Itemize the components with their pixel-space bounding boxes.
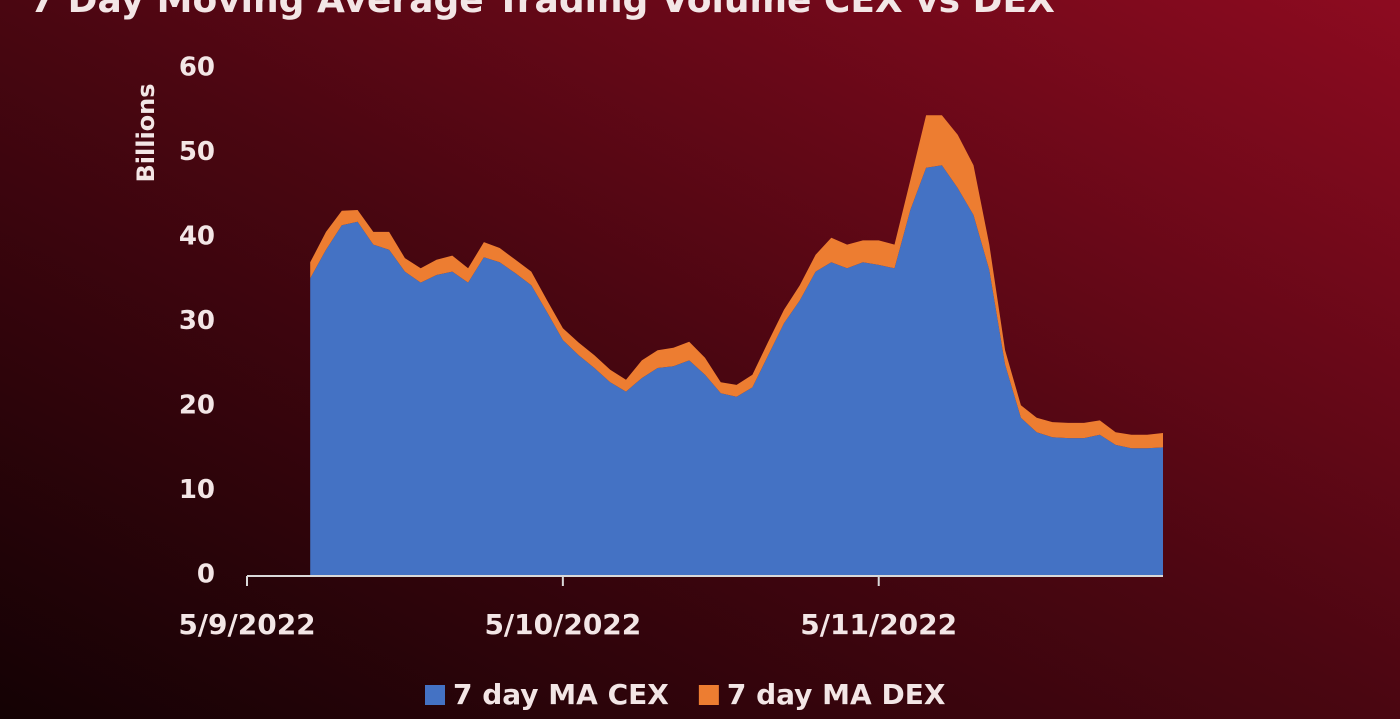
area bbox=[310, 165, 1163, 575]
legend-swatch bbox=[425, 685, 445, 705]
y-tick-label: 0 bbox=[197, 560, 215, 590]
x-tick-label: 5/11/2022 bbox=[800, 608, 957, 641]
x-tick-label: 5/9/2022 bbox=[178, 608, 315, 641]
y-axis-label: Billions bbox=[132, 83, 160, 182]
chart-title: 7 Day Moving Average Trading Volume CEX … bbox=[30, 0, 1055, 21]
y-tick-label: 30 bbox=[179, 306, 215, 336]
y-tick-label: 60 bbox=[179, 53, 215, 83]
y-tick-label: 20 bbox=[179, 391, 215, 421]
x-tick-label: 5/10/2022 bbox=[484, 608, 641, 641]
legend-label: 7 day MA CEX bbox=[453, 678, 669, 711]
y-tick-label: 40 bbox=[179, 222, 215, 252]
area bbox=[310, 115, 1163, 449]
legend-swatch bbox=[698, 685, 719, 705]
y-tick-label: 50 bbox=[179, 137, 215, 167]
y-tick-label: 10 bbox=[179, 475, 215, 505]
legend-label: 7 day MA DEX bbox=[727, 678, 946, 711]
